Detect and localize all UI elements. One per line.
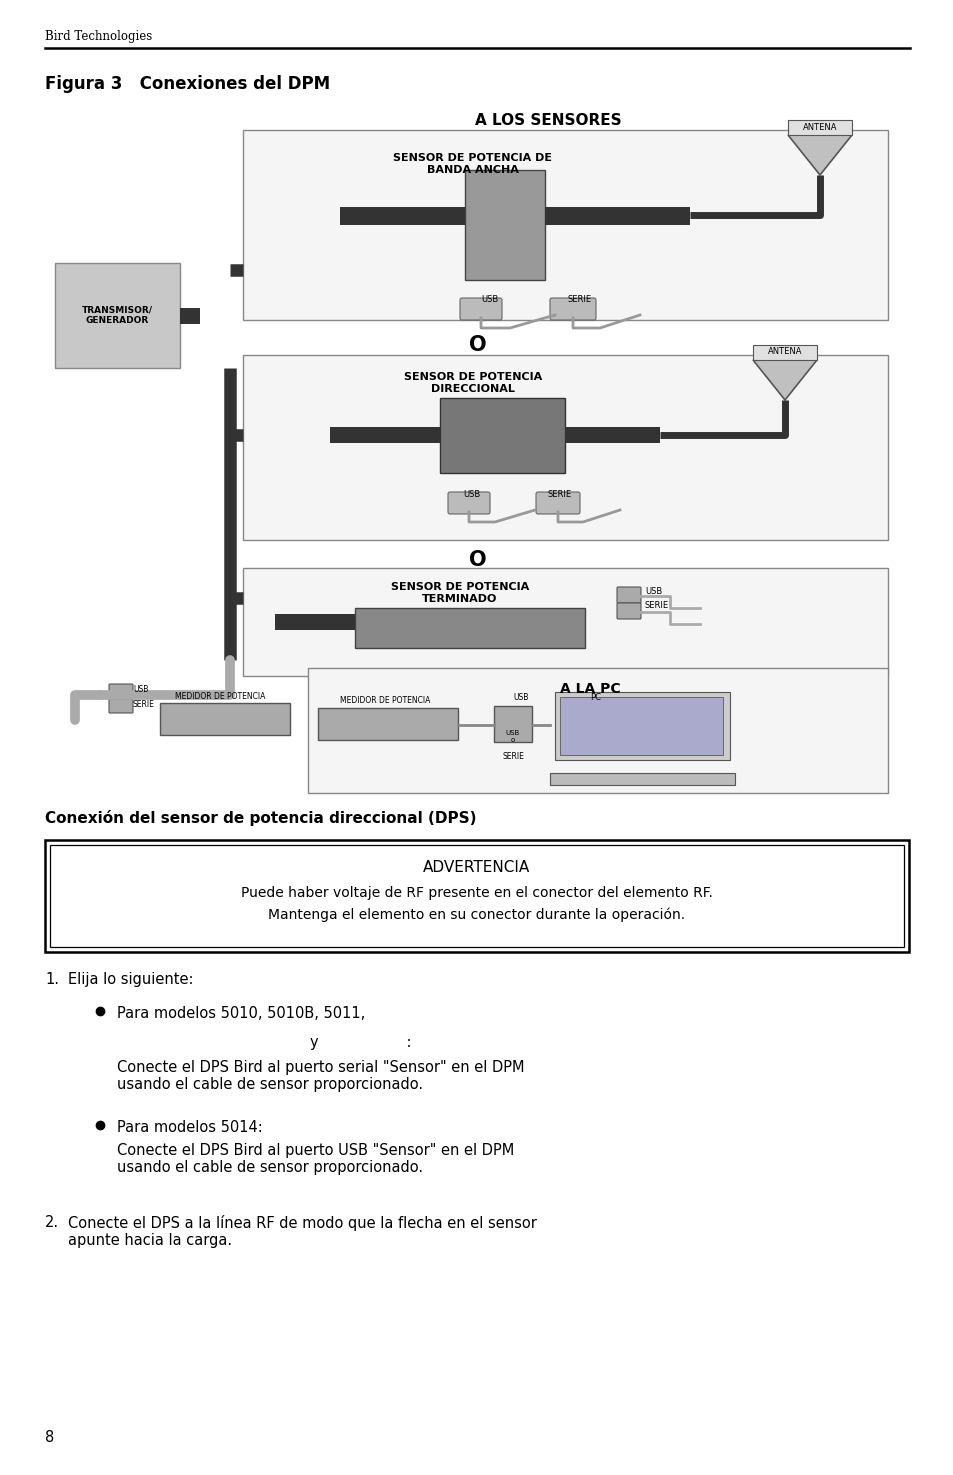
Text: USB: USB — [132, 684, 149, 695]
Bar — [243, 568, 887, 676]
Text: Conecte el DPS a la línea RF de modo que la flecha en el sensor
apunte hacia la : Conecte el DPS a la línea RF de modo que… — [68, 1215, 537, 1248]
Text: 8: 8 — [45, 1429, 54, 1445]
Bar — [464, 170, 544, 280]
Bar — [50, 845, 903, 947]
Text: MEDIDOR DE POTENCIA: MEDIDOR DE POTENCIA — [339, 696, 430, 705]
Bar — [243, 130, 887, 320]
Text: SENSOR DE POTENCIA
DIRECCIONAL: SENSOR DE POTENCIA DIRECCIONAL — [403, 372, 541, 394]
Bar — [308, 668, 887, 794]
Text: USB: USB — [644, 587, 661, 596]
Bar — [787, 119, 851, 136]
Text: Conecte el DPS Bird al puerto USB "Sensor" en el DPM
usando el cable de sensor p: Conecte el DPS Bird al puerto USB "Senso… — [117, 1143, 514, 1176]
Text: PC: PC — [589, 693, 600, 702]
Text: TRANSMISOR/
GENERADOR: TRANSMISOR/ GENERADOR — [82, 305, 152, 324]
Text: SERIE: SERIE — [547, 490, 572, 499]
Polygon shape — [752, 360, 816, 400]
Text: 2.: 2. — [45, 1215, 59, 1230]
Text: USB: USB — [513, 693, 528, 702]
FancyBboxPatch shape — [536, 493, 579, 513]
Bar — [752, 345, 816, 360]
Polygon shape — [787, 136, 851, 176]
Text: Para modelos 5010, 5010B, 5011,: Para modelos 5010, 5010B, 5011, — [117, 1006, 365, 1021]
Text: Para modelos 5014:: Para modelos 5014: — [117, 1120, 262, 1134]
Bar — [45, 839, 908, 951]
Bar — [559, 698, 722, 755]
Text: Figura 3   Conexiones del DPM: Figura 3 Conexiones del DPM — [45, 75, 330, 93]
Text: SERIE: SERIE — [501, 752, 523, 761]
Text: O: O — [469, 335, 486, 355]
Text: Bird Technologies: Bird Technologies — [45, 30, 152, 43]
FancyBboxPatch shape — [109, 699, 132, 712]
Bar — [274, 614, 355, 630]
Bar — [439, 398, 564, 473]
FancyBboxPatch shape — [550, 298, 596, 320]
Text: O: O — [469, 550, 486, 569]
Bar — [550, 773, 734, 785]
Text: USB
o: USB o — [505, 730, 519, 743]
Text: ANTENA: ANTENA — [767, 348, 801, 357]
Text: ADVERTENCIA: ADVERTENCIA — [423, 860, 530, 875]
Text: A LA PC: A LA PC — [559, 681, 619, 696]
Text: USB: USB — [481, 295, 498, 304]
FancyBboxPatch shape — [109, 684, 132, 698]
Bar — [317, 708, 457, 740]
Text: Conexión del sensor de potencia direccional (DPS): Conexión del sensor de potencia direccio… — [45, 810, 476, 826]
Text: MEDIDOR DE POTENCIA: MEDIDOR DE POTENCIA — [174, 692, 265, 701]
Bar — [55, 263, 180, 367]
Text: 1.: 1. — [45, 972, 59, 987]
Text: SENSOR DE POTENCIA
TERMINADO: SENSOR DE POTENCIA TERMINADO — [391, 583, 529, 603]
Text: Conecte el DPS Bird al puerto serial "Sensor" en el DPM
usando el cable de senso: Conecte el DPS Bird al puerto serial "Se… — [117, 1061, 524, 1093]
Bar — [355, 608, 584, 648]
Text: Elija lo siguiente:: Elija lo siguiente: — [68, 972, 193, 987]
Text: y                   :: y : — [310, 1035, 411, 1050]
Bar — [555, 692, 729, 760]
Bar — [494, 707, 532, 742]
Bar — [330, 426, 439, 442]
Text: Mantenga el elemento en su conector durante la operación.: Mantenga el elemento en su conector dura… — [268, 909, 685, 922]
FancyBboxPatch shape — [448, 493, 490, 513]
Text: Puede haber voltaje de RF presente en el conector del elemento RF.: Puede haber voltaje de RF presente en el… — [241, 886, 712, 900]
Bar — [339, 207, 464, 226]
Bar — [544, 207, 689, 226]
Bar — [243, 355, 887, 540]
Text: SERIE: SERIE — [132, 701, 154, 709]
FancyBboxPatch shape — [459, 298, 501, 320]
Text: USB: USB — [463, 490, 480, 499]
FancyBboxPatch shape — [617, 587, 640, 603]
Text: SERIE: SERIE — [567, 295, 592, 304]
FancyBboxPatch shape — [617, 603, 640, 620]
Text: SERIE: SERIE — [644, 600, 668, 611]
Text: A LOS SENSORES: A LOS SENSORES — [475, 114, 620, 128]
Bar — [180, 307, 200, 323]
Text: ANTENA: ANTENA — [801, 122, 837, 131]
Text: SENSOR DE POTENCIA DE
BANDA ANCHA: SENSOR DE POTENCIA DE BANDA ANCHA — [393, 153, 552, 174]
Bar — [564, 426, 659, 442]
Bar — [160, 704, 290, 735]
